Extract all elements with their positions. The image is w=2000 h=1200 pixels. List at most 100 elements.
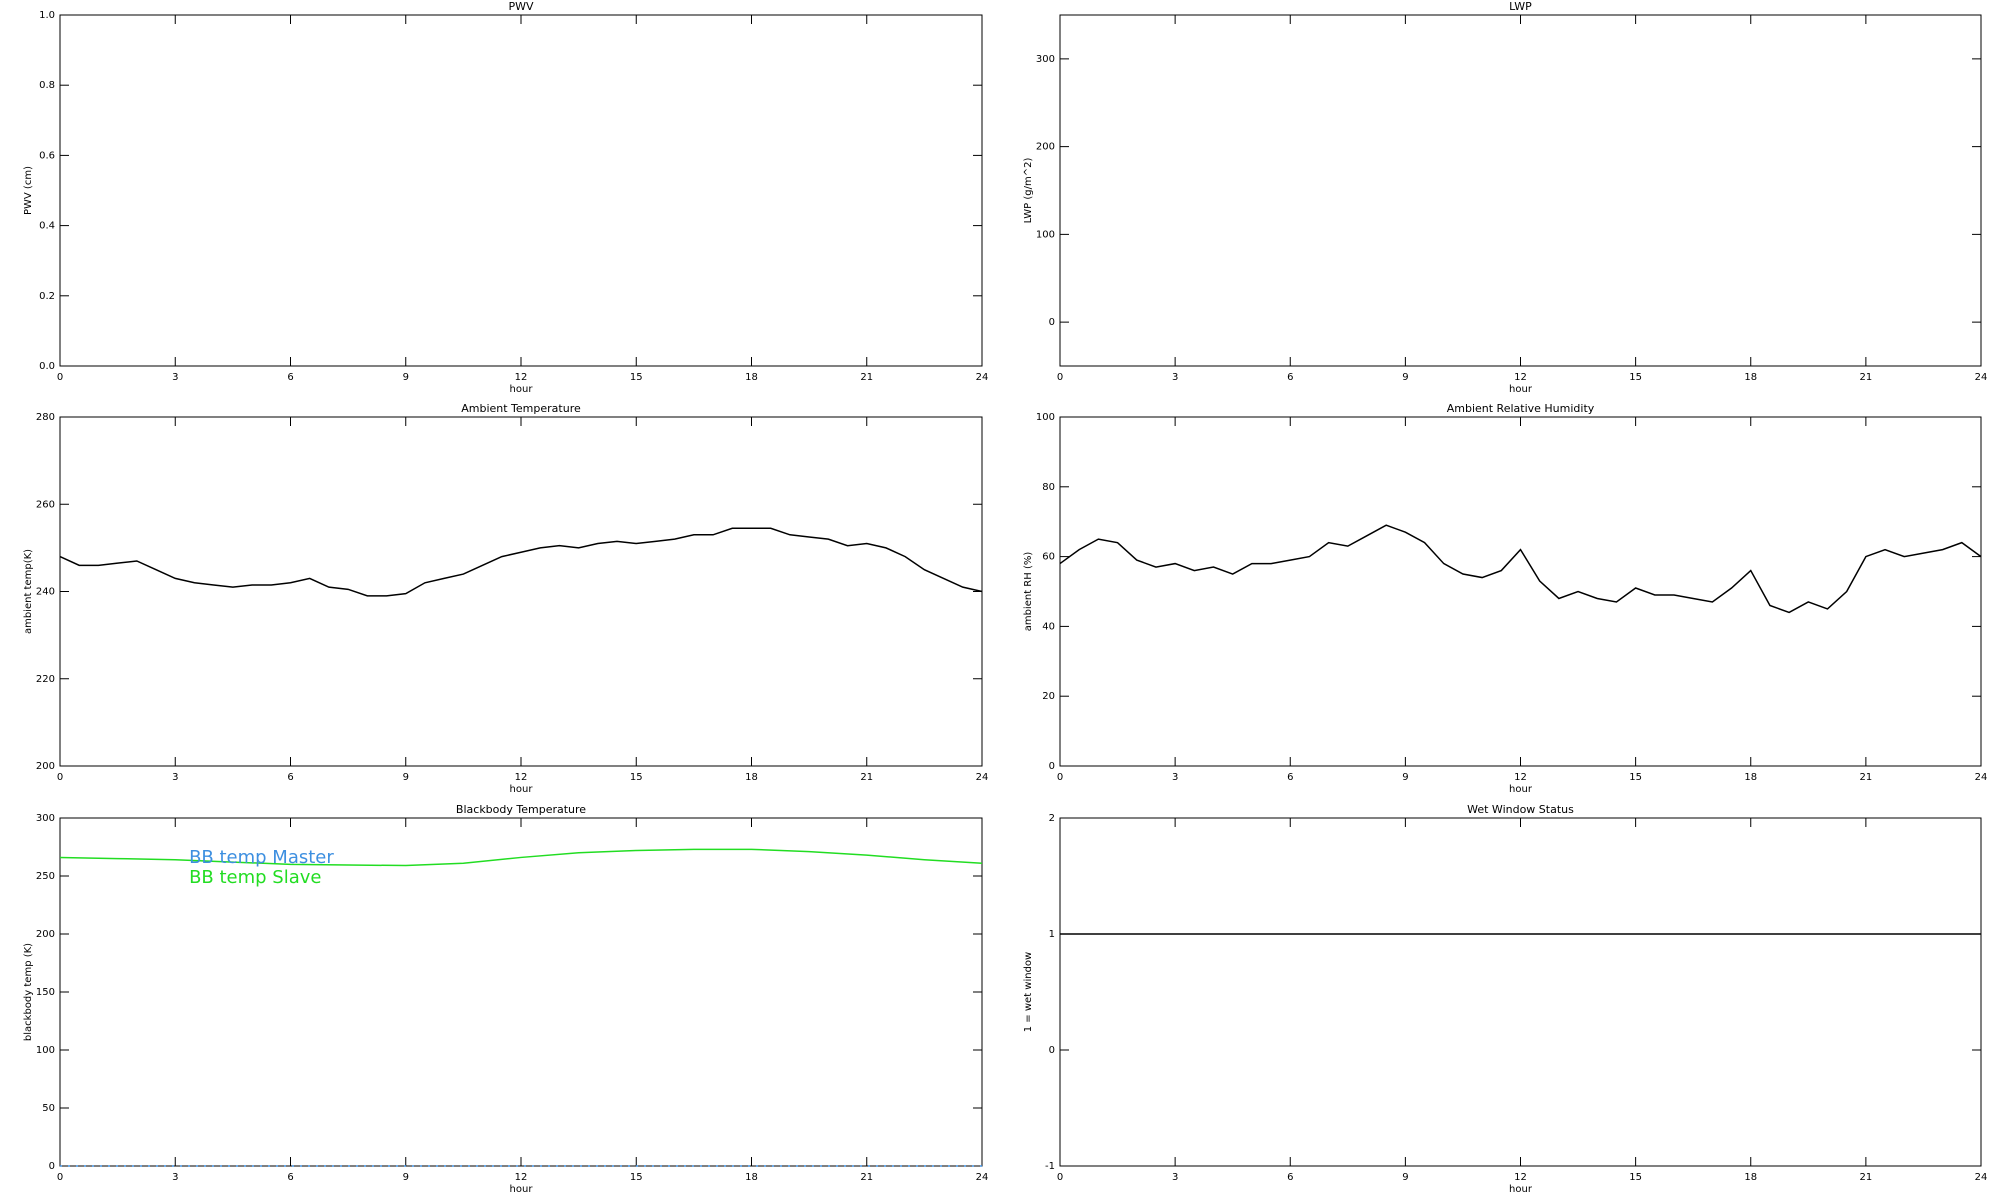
x-tick-label: 15 [1629, 1172, 1642, 1183]
x-axis-label: hour [510, 1184, 534, 1195]
x-tick-label: 3 [172, 772, 178, 783]
x-tick-label: 12 [515, 1172, 528, 1183]
y-tick-label: 0.0 [39, 361, 55, 372]
data-line [59, 527, 983, 597]
x-tick-label: 21 [860, 1172, 873, 1183]
y-tick-label: 200 [1036, 142, 1055, 153]
y-tick-label: 200 [36, 761, 55, 772]
y-tick-label: 150 [36, 987, 55, 998]
y-tick-label: 200 [36, 929, 55, 940]
x-tick-label: 3 [172, 1172, 178, 1183]
x-tick-label: 3 [172, 372, 178, 383]
data-line [59, 848, 983, 867]
y-tick-label: 220 [36, 674, 55, 685]
chart-title: LWP [1509, 0, 1532, 13]
chart-title: Ambient Temperature [461, 402, 581, 415]
x-tick-label: 15 [630, 772, 643, 783]
x-tick-label: 12 [515, 772, 528, 783]
x-tick-label: 15 [1629, 772, 1642, 783]
x-tick-label: 0 [57, 372, 63, 383]
y-tick-label: 100 [36, 1045, 55, 1056]
x-tick-label: 3 [1172, 372, 1178, 383]
x-tick-label: 0 [57, 772, 63, 783]
x-tick-label: 0 [1057, 772, 1063, 783]
x-tick-label: 12 [1514, 772, 1527, 783]
x-tick-label: 6 [287, 1172, 293, 1183]
y-tick-label: 20 [1042, 691, 1055, 702]
x-tick-label: 15 [1629, 372, 1642, 383]
plot-frame [59, 416, 983, 767]
x-tick-label: 12 [1514, 1172, 1527, 1183]
x-axis-label: hour [510, 384, 534, 395]
x-tick-label: 24 [1975, 372, 1988, 383]
x-tick-label: 0 [57, 1172, 63, 1183]
x-tick-label: 9 [1402, 372, 1408, 383]
x-tick-label: 21 [1860, 1172, 1873, 1183]
y-tick-label: 0 [1049, 317, 1055, 328]
plot-frame [1059, 817, 1982, 1167]
y-tick-label: 0 [1049, 761, 1055, 772]
y-tick-label: 100 [1036, 229, 1055, 240]
x-tick-label: 24 [976, 372, 989, 383]
y-axis-label: ambient temp(K) [23, 549, 34, 634]
y-tick-label: 100 [1036, 412, 1055, 423]
plot-frame [1059, 14, 1982, 367]
x-tick-label: 12 [515, 372, 528, 383]
y-axis-label: ambient RH (%) [1023, 552, 1034, 632]
y-tick-label: 280 [36, 412, 55, 423]
x-tick-label: 21 [1860, 772, 1873, 783]
x-tick-label: 6 [1287, 772, 1293, 783]
x-tick-label: 15 [630, 372, 643, 383]
y-tick-label: 60 [1042, 552, 1055, 563]
x-tick-label: 24 [1975, 1172, 1988, 1183]
x-axis-label: hour [1509, 1184, 1533, 1195]
x-tick-label: 9 [403, 772, 409, 783]
chart-title: PWV [508, 0, 534, 13]
y-tick-label: -1 [1045, 1161, 1055, 1172]
x-tick-label: 9 [403, 372, 409, 383]
x-tick-label: 18 [1744, 772, 1757, 783]
chart-title: Ambient Relative Humidity [1447, 402, 1595, 415]
x-tick-label: 18 [1744, 372, 1757, 383]
x-tick-label: 0 [1057, 1172, 1063, 1183]
y-axis-label: PWV (cm) [23, 166, 34, 215]
y-axis-label: LWP (g/m^2) [1023, 158, 1034, 224]
x-tick-label: 9 [1402, 1172, 1408, 1183]
x-tick-label: 0 [1057, 372, 1063, 383]
y-tick-label: 0.2 [39, 291, 55, 302]
y-tick-label: 1.0 [39, 10, 55, 21]
legend-entry: BB temp Master [189, 847, 334, 868]
y-axis-label: blackbody temp (K) [23, 943, 34, 1041]
y-tick-label: 0 [1049, 1045, 1055, 1056]
x-tick-label: 15 [630, 1172, 643, 1183]
x-tick-label: 21 [860, 372, 873, 383]
y-tick-label: 50 [42, 1103, 55, 1114]
x-tick-label: 18 [745, 772, 758, 783]
y-tick-label: 0.4 [39, 221, 55, 232]
x-tick-label: 24 [976, 1172, 989, 1183]
x-tick-label: 3 [1172, 772, 1178, 783]
x-tick-label: 6 [287, 372, 293, 383]
x-tick-label: 18 [1744, 1172, 1757, 1183]
x-tick-label: 6 [1287, 372, 1293, 383]
data-line [1059, 524, 1982, 614]
x-tick-label: 18 [745, 1172, 758, 1183]
y-tick-label: 250 [36, 871, 55, 882]
y-tick-label: 0 [49, 1161, 55, 1172]
plot-frame [59, 14, 983, 367]
x-tick-label: 3 [1172, 1172, 1178, 1183]
x-tick-label: 12 [1514, 372, 1527, 383]
y-tick-label: 300 [36, 813, 55, 824]
x-axis-label: hour [1509, 384, 1533, 395]
legend-entry: BB temp Slave [189, 867, 321, 888]
y-tick-label: 260 [36, 499, 55, 510]
x-axis-label: hour [510, 784, 534, 795]
x-tick-label: 9 [1402, 772, 1408, 783]
y-tick-label: 240 [36, 587, 55, 598]
x-axis-label: hour [1509, 784, 1533, 795]
y-tick-label: 0.8 [39, 80, 55, 91]
y-tick-label: 0.6 [39, 150, 55, 161]
x-tick-label: 9 [403, 1172, 409, 1183]
x-tick-label: 24 [1975, 772, 1988, 783]
